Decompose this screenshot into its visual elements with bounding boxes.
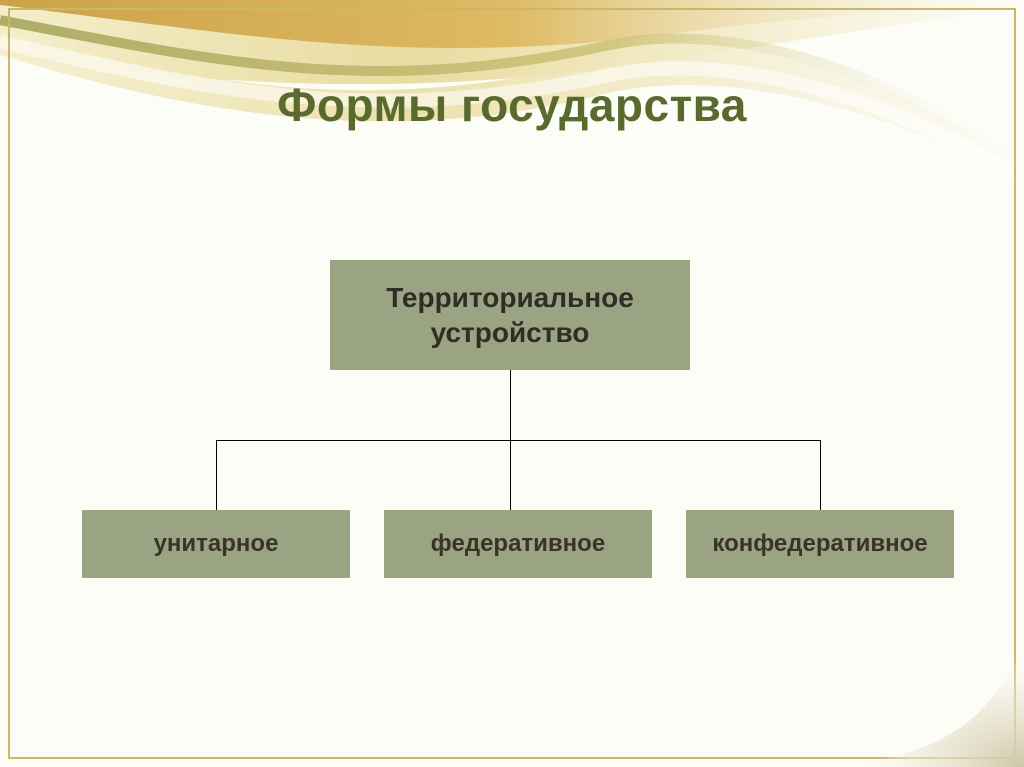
node-leaf-0: унитарное [82,510,350,578]
connector [510,370,511,440]
slide: Формы государства Территориальное устрой… [0,0,1024,767]
connector [510,440,511,510]
slide-title: Формы государства [0,78,1024,132]
node-leaf-2: конфедеративное [686,510,954,578]
node-leaf-1: федеративное [384,510,652,578]
connector [820,440,821,510]
connector [216,440,820,441]
connector [216,440,217,510]
node-root: Территориальное устройство [330,260,690,370]
corner-shadow [804,647,1024,767]
org-chart: Территориальное устройство унитарное фед… [0,260,1024,660]
